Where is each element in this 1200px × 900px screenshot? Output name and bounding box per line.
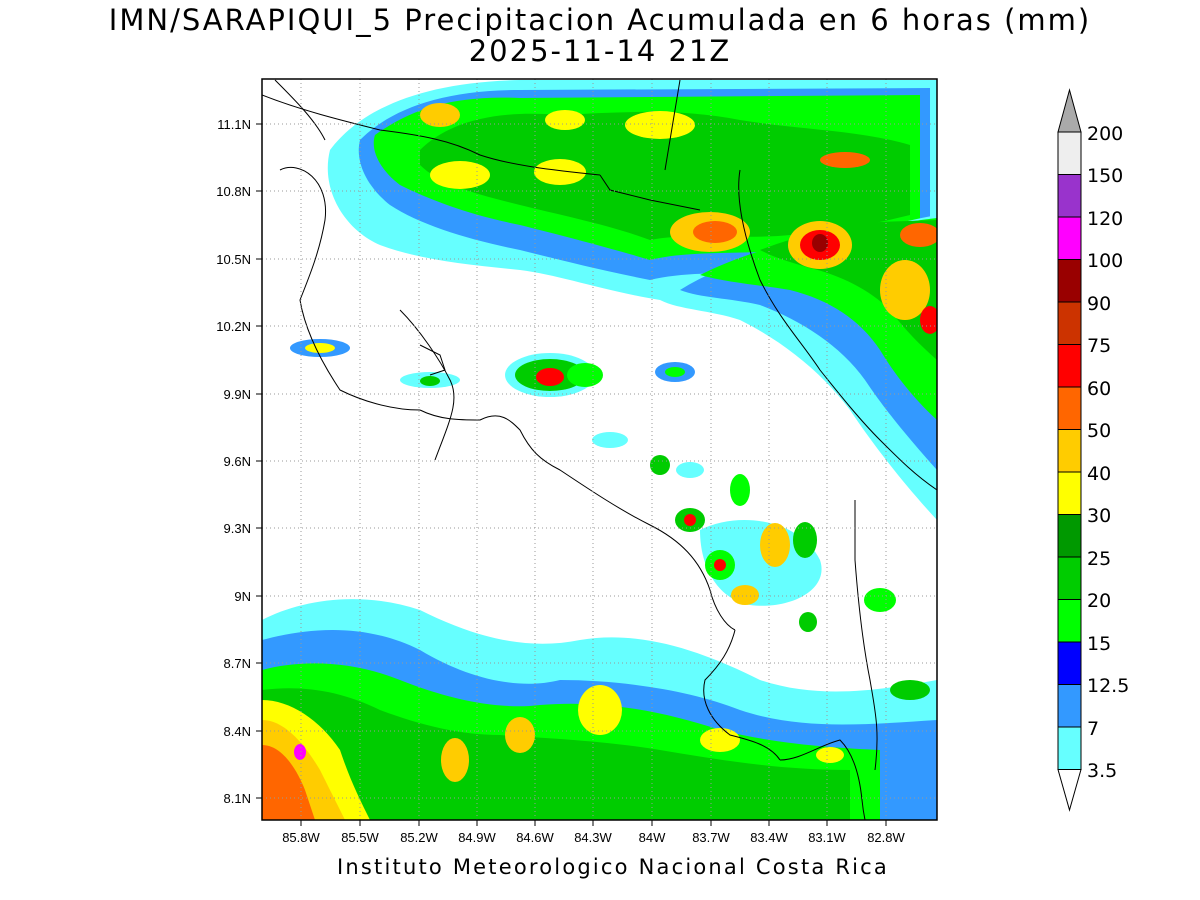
lon-tick-label: 83.4W (750, 830, 788, 845)
lat-lon-grid (262, 79, 937, 820)
colorbar-label: 60 (1087, 378, 1111, 400)
colorbar-swatch (1057, 131, 1082, 175)
lon-tick-label: 84.9W (458, 830, 496, 845)
colorbar-top-arrow (1057, 88, 1082, 133)
colorbar-label: 20 (1087, 590, 1111, 612)
map-frame (261, 78, 938, 821)
lat-tick-label: 9.9N (224, 387, 251, 402)
colorbar-swatch (1057, 641, 1082, 685)
colorbar-label: 15 (1087, 633, 1111, 655)
colorbar-swatch (1057, 301, 1082, 345)
axis-ticks (256, 123, 887, 826)
colorbar-label: 120 (1087, 208, 1123, 230)
colorbar-swatch (1057, 216, 1082, 260)
colorbar-swatch (1057, 599, 1082, 643)
precipitation-field (262, 79, 937, 820)
colorbar-label: 200 (1087, 123, 1123, 145)
colorbar-swatch (1057, 726, 1082, 770)
lat-tick-label: 8.7N (224, 656, 251, 671)
colorbar-swatch (1057, 386, 1082, 430)
lon-tick-label: 83.7W (692, 830, 730, 845)
colorbar-label: 12.5 (1087, 675, 1129, 697)
colorbar-label: 25 (1087, 548, 1111, 570)
colorbar-bottom-arrow (1057, 769, 1082, 812)
colorbar-label: 75 (1087, 335, 1111, 357)
chart-title: IMN/SARAPIQUI_5 Precipitacion Acumulada … (108, 3, 1092, 37)
colorbar (1057, 88, 1082, 812)
lon-tick-label: 84.3W (574, 830, 612, 845)
colorbar-swatch (1057, 556, 1082, 600)
colorbar-label: 90 (1087, 293, 1111, 315)
lon-tick-label: 84.6W (516, 830, 554, 845)
lat-tick-label: 9.3N (224, 521, 251, 536)
lat-tick-label: 8.1N (224, 791, 251, 806)
colorbar-swatch (1057, 259, 1082, 303)
lat-tick-label: 11.1N (217, 117, 251, 132)
colorbar-labels: 200 150 120 100 90 75 60 50 40 30 25 20 … (1087, 123, 1129, 782)
lat-tick-label: 8.4N (224, 724, 251, 739)
colorbar-swatch (1057, 429, 1082, 473)
colorbar-swatch (1057, 344, 1082, 388)
lon-tick-labels: 85.8W 85.5W 85.2W 84.9W 84.6W 84.3W 84W … (282, 830, 905, 845)
coastline-borders (262, 79, 937, 820)
colorbar-label: 150 (1087, 165, 1123, 187)
colorbar-label: 50 (1087, 420, 1111, 442)
colorbar-swatch (1057, 174, 1082, 218)
lat-tick-label: 9N (234, 589, 251, 604)
lon-tick-label: 84W (639, 830, 666, 845)
colorbar-swatch (1057, 471, 1082, 515)
chart-subtitle-date: 2025-11-14 21Z (468, 34, 732, 68)
lat-tick-labels: 11.1N 10.8N 10.5N 10.2N 9.9N 9.6N 9.3N 9… (216, 117, 251, 806)
colorbar-swatch (1057, 514, 1082, 558)
lat-tick-label: 10.2N (216, 319, 251, 334)
lon-tick-label: 85.5W (341, 830, 379, 845)
lon-tick-label: 82.8W (867, 830, 905, 845)
lat-tick-label: 10.8N (216, 184, 251, 199)
lat-tick-label: 9.6N (224, 454, 251, 469)
footer-credit: Instituto Meteorologico Nacional Costa R… (337, 855, 889, 879)
colorbar-label: 3.5 (1087, 760, 1117, 782)
colorbar-swatch (1057, 684, 1082, 728)
lon-tick-label: 85.8W (282, 830, 320, 845)
lon-tick-label: 85.2W (400, 830, 438, 845)
colorbar-label: 7 (1087, 718, 1099, 740)
colorbar-label: 30 (1087, 505, 1111, 527)
lat-tick-label: 10.5N (216, 252, 251, 267)
colorbar-label: 100 (1087, 250, 1123, 272)
colorbar-label: 40 (1087, 463, 1111, 485)
lon-tick-label: 83.1W (808, 830, 846, 845)
